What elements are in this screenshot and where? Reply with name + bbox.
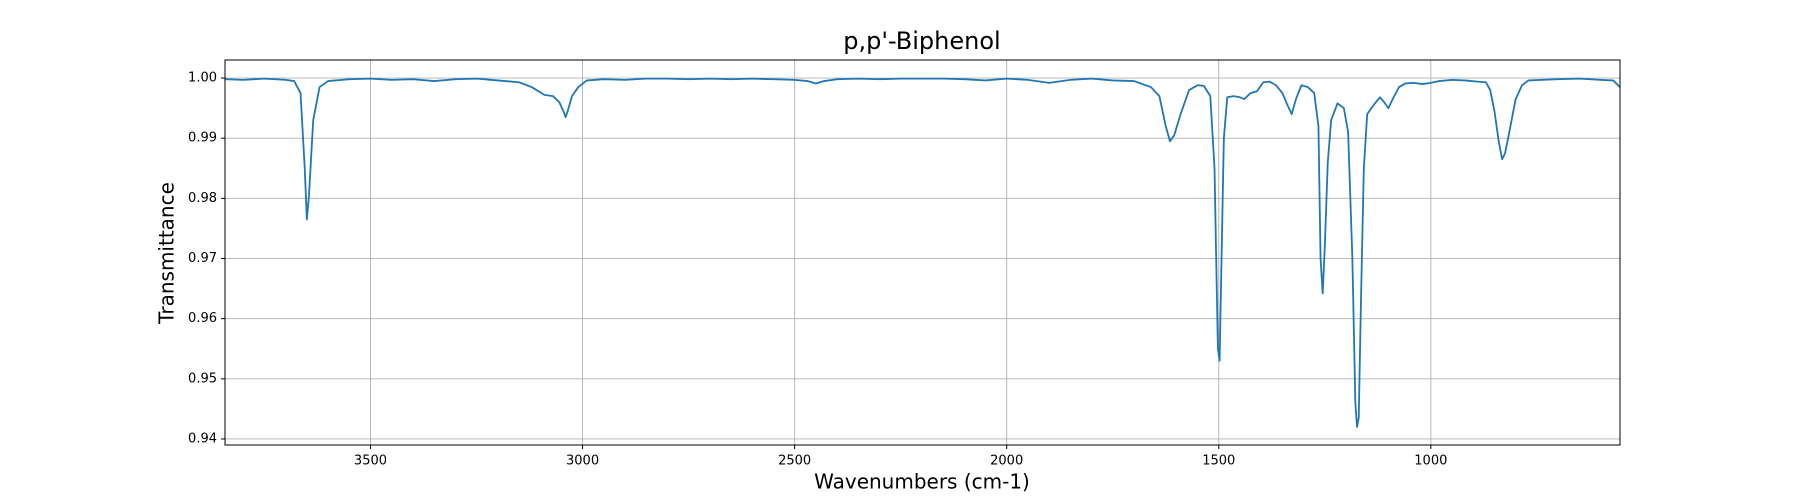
x-tick-label: 1000 [1414, 454, 1447, 469]
y-tick-label: 0.97 [188, 251, 217, 266]
y-tick-label: 0.96 [188, 311, 217, 326]
x-tick-label: 3500 [354, 454, 387, 469]
x-axis-label: Wavenumbers (cm-1) [814, 470, 1030, 494]
x-tick-label: 2500 [778, 454, 811, 469]
x-tick-label: 3000 [566, 454, 599, 469]
y-tick-label: 0.98 [188, 191, 217, 206]
y-tick-label: 0.99 [188, 131, 217, 146]
x-tick-label: 1500 [1202, 454, 1235, 469]
chart-title: p,p'-Biphenol [843, 27, 1000, 55]
spectrum-line [225, 77, 1620, 428]
y-tick-label: 1.00 [188, 71, 217, 86]
y-tick-label: 0.95 [188, 371, 217, 386]
x-tick-label: 2000 [990, 454, 1023, 469]
plot-frame [224, 59, 1621, 446]
y-tick-label: 0.94 [188, 431, 217, 446]
y-axis-label: Transmittance [155, 182, 179, 325]
